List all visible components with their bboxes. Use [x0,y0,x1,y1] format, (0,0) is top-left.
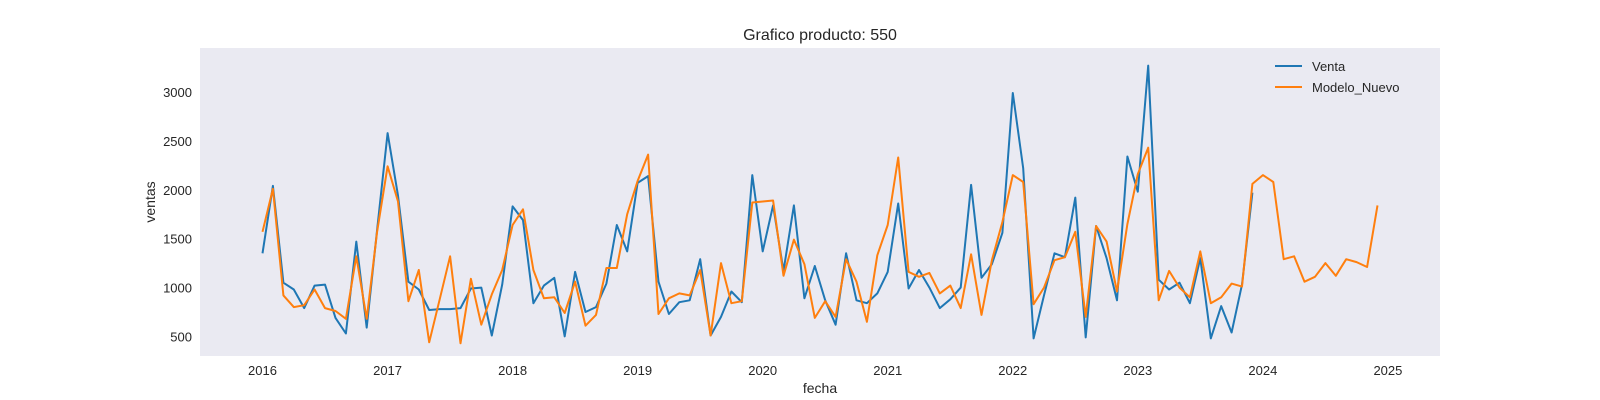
x-axis-label: fecha [803,380,837,396]
y-tick-label: 500 [170,329,192,344]
x-tick-label: 2018 [498,363,527,378]
x-tick-label: 2023 [1123,363,1152,378]
x-tick-label: 2020 [748,363,777,378]
series-lines [261,64,1379,345]
x-tick-label: 2019 [623,363,652,378]
series-line-modelo-nuevo [261,146,1379,345]
series-line-venta [261,64,1254,340]
x-tick-label: 2024 [1248,363,1277,378]
x-tick-label: 2022 [998,363,1027,378]
y-tick-label: 2500 [163,134,192,149]
chart-title: Grafico producto: 550 [743,27,897,44]
plot-area [200,48,1440,356]
y-axis-ticks: 500 1000 1500 2000 2500 3000 [163,85,192,344]
y-tick-label: 1500 [163,232,192,247]
legend-label: Venta [1312,59,1346,74]
x-tick-label: 2025 [1373,363,1402,378]
legend-label: Modelo_Nuevo [1312,80,1399,95]
y-tick-label: 2000 [163,183,192,198]
legend: Venta Modelo_Nuevo [1275,59,1399,95]
y-axis-label: ventas [142,181,158,222]
x-tick-label: 2016 [248,363,277,378]
y-tick-label: 1000 [163,281,192,296]
x-tick-label: 2021 [873,363,902,378]
y-tick-label: 3000 [163,85,192,100]
x-axis-ticks: 2016 2017 2018 2019 2020 2021 2022 2023 2024 2025 [248,363,1402,378]
x-tick-label: 2017 [373,363,402,378]
